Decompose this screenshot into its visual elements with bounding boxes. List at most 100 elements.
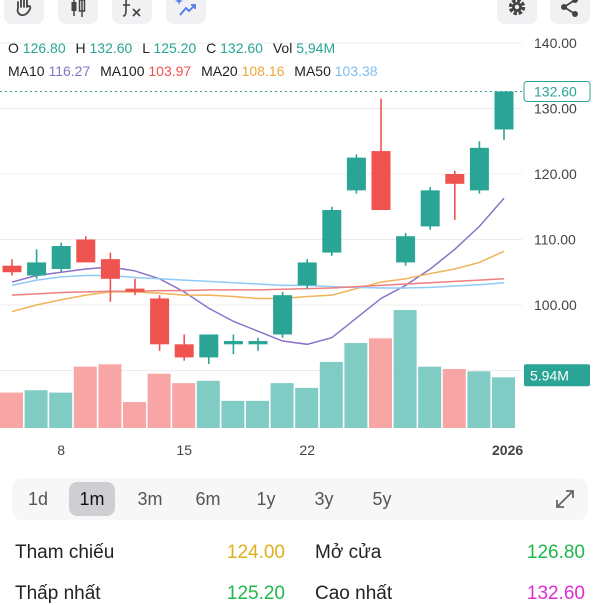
y-tick-label: 140.00 [534, 35, 577, 51]
candle [199, 334, 219, 364]
ma100-value: 103.97 [148, 63, 192, 79]
candle [100, 252, 120, 302]
volume-bar [123, 402, 146, 428]
volume-bar [246, 400, 269, 428]
price-chart[interactable]: 140.00130.00120.00110.00100.0090.00132.6… [0, 28, 600, 460]
candle-body [76, 239, 96, 263]
reference-price-label: Tham chiếu [15, 542, 115, 563]
high-value: 132.60 [89, 40, 133, 56]
candle [445, 170, 465, 220]
candlestick-icon [71, 0, 86, 17]
chart-type-button[interactable] [58, 0, 98, 24]
settings-gear-icon [508, 0, 526, 16]
open-price-label: Mở cửa [315, 542, 382, 563]
y-tick-label: 100.00 [534, 297, 577, 313]
candle-body [100, 259, 120, 279]
candle-body [2, 265, 22, 273]
candle-body [322, 210, 342, 253]
indicator-fx-icon [122, 0, 141, 17]
candle [2, 259, 22, 276]
candle [469, 141, 489, 194]
candle [322, 206, 342, 256]
candle [371, 98, 391, 211]
candle-body [150, 298, 170, 345]
open-value: 126.80 [22, 40, 66, 56]
range-1d-button[interactable]: 1d [27, 488, 49, 509]
candle [494, 91, 514, 140]
close-value: 132.60 [220, 40, 263, 56]
volume-bar [49, 392, 73, 428]
x-tick-label: 15 [176, 442, 192, 458]
ma-legend: MA10 116.27 MA100 103.97 MA20 108.16 MA5… [8, 63, 384, 79]
y-tick-label: 110.00 [534, 232, 576, 248]
candle-body [469, 147, 489, 191]
candle-body [346, 157, 366, 191]
reference-price-value: 124.00 [226, 542, 285, 563]
x-tick-label: 22 [299, 442, 315, 458]
candle [125, 278, 145, 296]
range-1y-button[interactable]: 1y [256, 488, 276, 509]
candle-body [174, 344, 194, 358]
time-range-selector: 1d 1m 3m 6m 1y 3y 5y [12, 478, 588, 520]
volume-bar [196, 380, 220, 428]
volume-bar [147, 373, 171, 428]
candle-body [396, 236, 416, 263]
candle [174, 334, 194, 361]
volume-bar [295, 387, 319, 428]
candle-body [273, 295, 293, 335]
range-3m-button[interactable]: 3m [137, 488, 163, 509]
chart-toolbar [0, 0, 600, 28]
high-price-value: 132.60 [526, 583, 585, 604]
candle-body [125, 288, 145, 292]
drawing-tool-button[interactable] [4, 0, 44, 24]
candle [396, 232, 416, 266]
range-5y-button[interactable]: 5y [372, 488, 392, 509]
volume-bar [319, 361, 343, 428]
range-3y-button[interactable]: 3y [314, 488, 334, 509]
candle [273, 291, 293, 338]
volume-bar [492, 377, 515, 428]
low-value: 125.20 [153, 40, 197, 56]
indicator-button[interactable] [112, 0, 152, 24]
ma20-value: 108.16 [241, 63, 285, 79]
hand-drawing-icon [16, 0, 32, 17]
volume-bar [73, 366, 97, 428]
expand-icon[interactable] [552, 486, 578, 512]
share-button[interactable] [550, 0, 590, 24]
open-label: O [8, 40, 19, 56]
volume-tag-label: 5.94M [530, 367, 569, 383]
candle-body [51, 246, 71, 269]
volume-bar [393, 310, 417, 428]
volume-bar [24, 390, 48, 428]
volume-bar [221, 400, 245, 428]
candle-body [223, 341, 243, 345]
ma50-line [11, 274, 505, 289]
ma50-label: MA50 [294, 63, 331, 79]
volume-bar [467, 371, 491, 428]
ohlc-legend: O 126.80 H 132.60 L 125.20 C 132.60 Vol … [8, 40, 341, 56]
ma10-line [11, 197, 505, 346]
volume-bar [442, 369, 466, 428]
volume-bar [172, 383, 196, 428]
candle [346, 154, 366, 194]
volume-bar [98, 364, 122, 428]
volume-tag [524, 364, 590, 387]
range-6m-button[interactable]: 6m [195, 488, 221, 509]
settings-button[interactable] [497, 0, 537, 24]
volume-bar [418, 366, 442, 428]
low-price-value: 125.20 [226, 583, 285, 604]
range-1m-button[interactable]: 1m [69, 482, 115, 516]
y-tick-label: 130.00 [534, 101, 577, 117]
last-price-tag [523, 80, 591, 102]
x-tick-label: 8 [57, 442, 65, 458]
low-label: L [142, 40, 150, 56]
ma100-line [11, 278, 505, 296]
close-label: C [206, 40, 217, 56]
smart-trend-button[interactable] [166, 0, 206, 24]
ma50-value: 103.38 [334, 63, 378, 79]
candle-body [494, 91, 514, 130]
candle-body [297, 262, 317, 286]
volume-bar [0, 392, 23, 428]
candle [27, 249, 47, 279]
high-price-label: Cao nhất [315, 583, 393, 604]
